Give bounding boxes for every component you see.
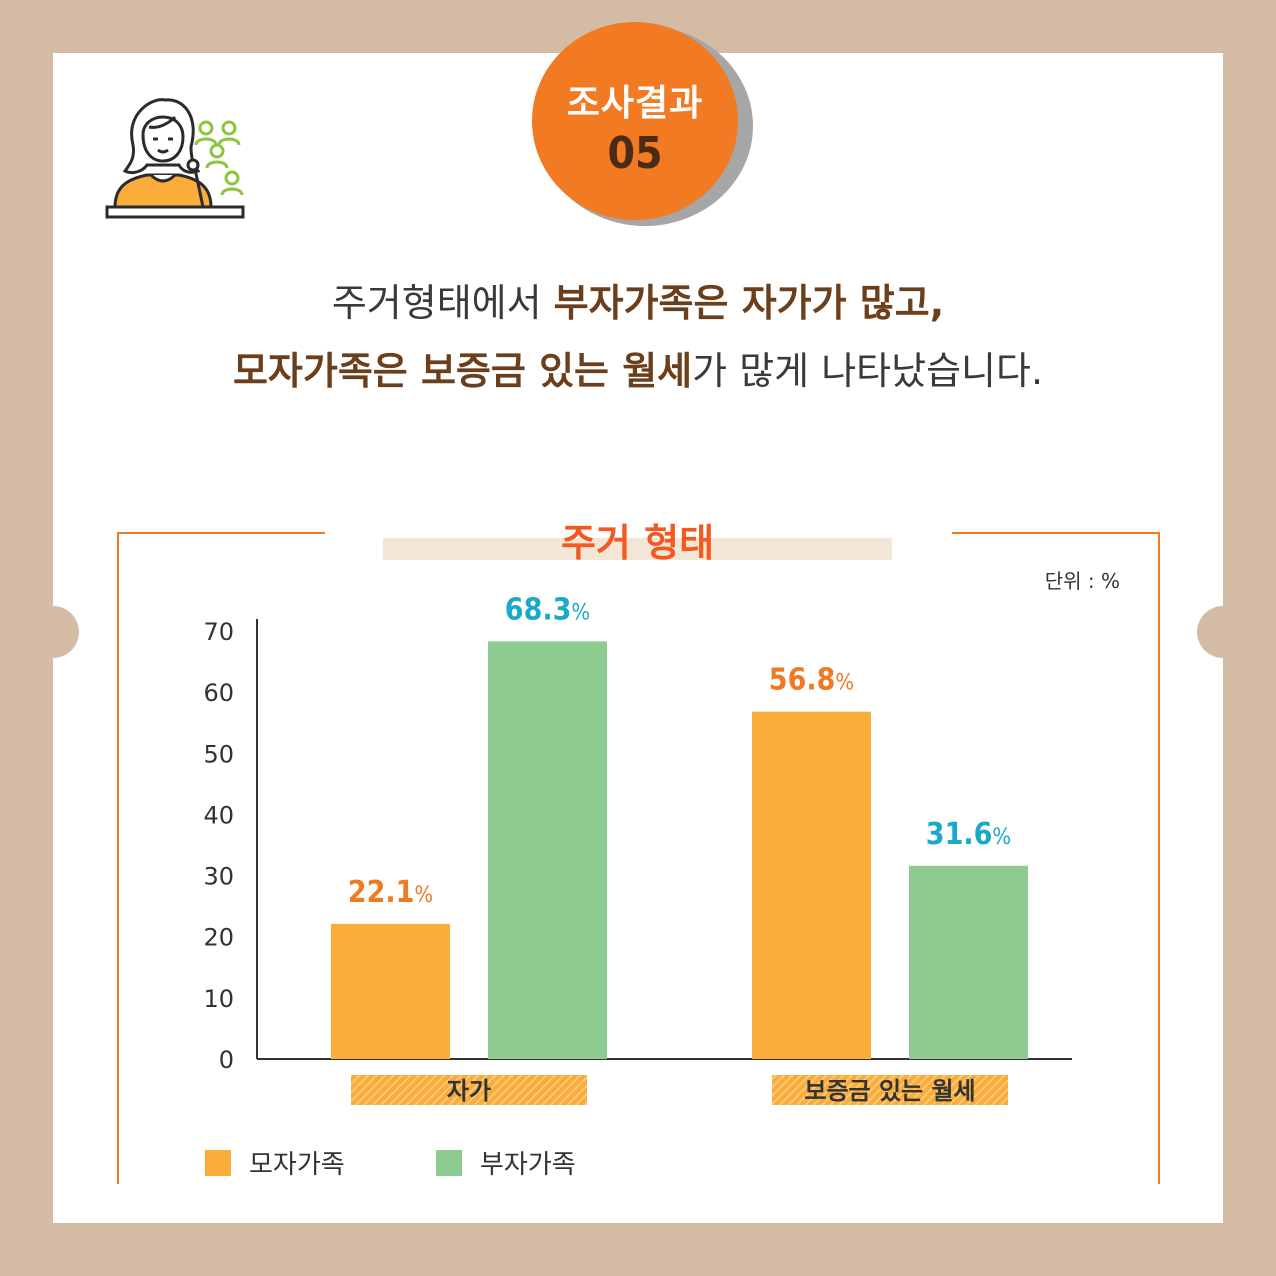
bar (488, 641, 607, 1059)
category-label: 보증금 있는 월세 (804, 1077, 975, 1105)
chart-title-highlight (383, 538, 892, 560)
legend-label-mother: 모자가족 (249, 1150, 345, 1180)
result-badge: 조사결과 05 (532, 22, 738, 220)
headline-line-1-segment-0: 주거형태에서 (331, 281, 554, 325)
y-tick-label: 0 (219, 1046, 234, 1074)
legend-item-mother: 모자가족 (205, 1144, 345, 1181)
headline-line-2: 모자가족은 보증금 있는 월세가 많게 나타났습니다. (0, 340, 1276, 395)
legend-label-father: 부자가족 (480, 1150, 576, 1180)
headline-line-1: 주거형태에서 부자가족은 자가가 많고, (0, 272, 1276, 327)
chart-title: 주거 형태 (560, 521, 715, 565)
unit-label: 단위 : % (1044, 569, 1120, 593)
speaker-woman-icon (103, 95, 248, 225)
badge-number: 05 (607, 127, 663, 179)
category-label-bg (772, 1075, 1008, 1105)
bar (909, 865, 1028, 1059)
value-label: 22.1% (348, 875, 433, 910)
ticket-notch-left (27, 606, 79, 658)
frame-top-left (117, 532, 325, 534)
category-label: 자가 (447, 1077, 491, 1105)
y-tick-label: 10 (203, 985, 234, 1013)
ticket-notch-right (1197, 606, 1249, 658)
legend-swatch-mother (205, 1149, 231, 1176)
audience-icon (194, 120, 244, 196)
frame-left (117, 532, 119, 1184)
bar (752, 711, 871, 1059)
frame-top-right (952, 532, 1160, 534)
y-tick-label: 60 (203, 679, 234, 707)
y-tick-label: 30 (203, 863, 234, 891)
value-label: 31.6% (926, 817, 1011, 852)
value-label: 56.8% (769, 663, 854, 698)
value-label: 68.3% (505, 592, 590, 627)
y-tick-label: 50 (203, 740, 234, 768)
y-tick-label: 70 (203, 618, 234, 646)
badge-label: 조사결과 (566, 82, 704, 124)
headline-line-2-segment-1: 가 많게 나타났습니다. (692, 349, 1044, 393)
frame-right (1158, 532, 1160, 1184)
headline-line-1-segment-1: 부자가족은 자가가 많고, (553, 281, 945, 325)
legend-item-father: 부자가족 (436, 1144, 576, 1181)
y-tick-label: 20 (203, 924, 234, 952)
category-label-bg (351, 1075, 587, 1105)
bar (331, 923, 450, 1059)
legend-swatch-father (436, 1149, 462, 1176)
y-tick-label: 40 (203, 801, 234, 829)
headline-line-2-segment-0: 모자가족은 보증금 있는 월세 (232, 349, 693, 393)
